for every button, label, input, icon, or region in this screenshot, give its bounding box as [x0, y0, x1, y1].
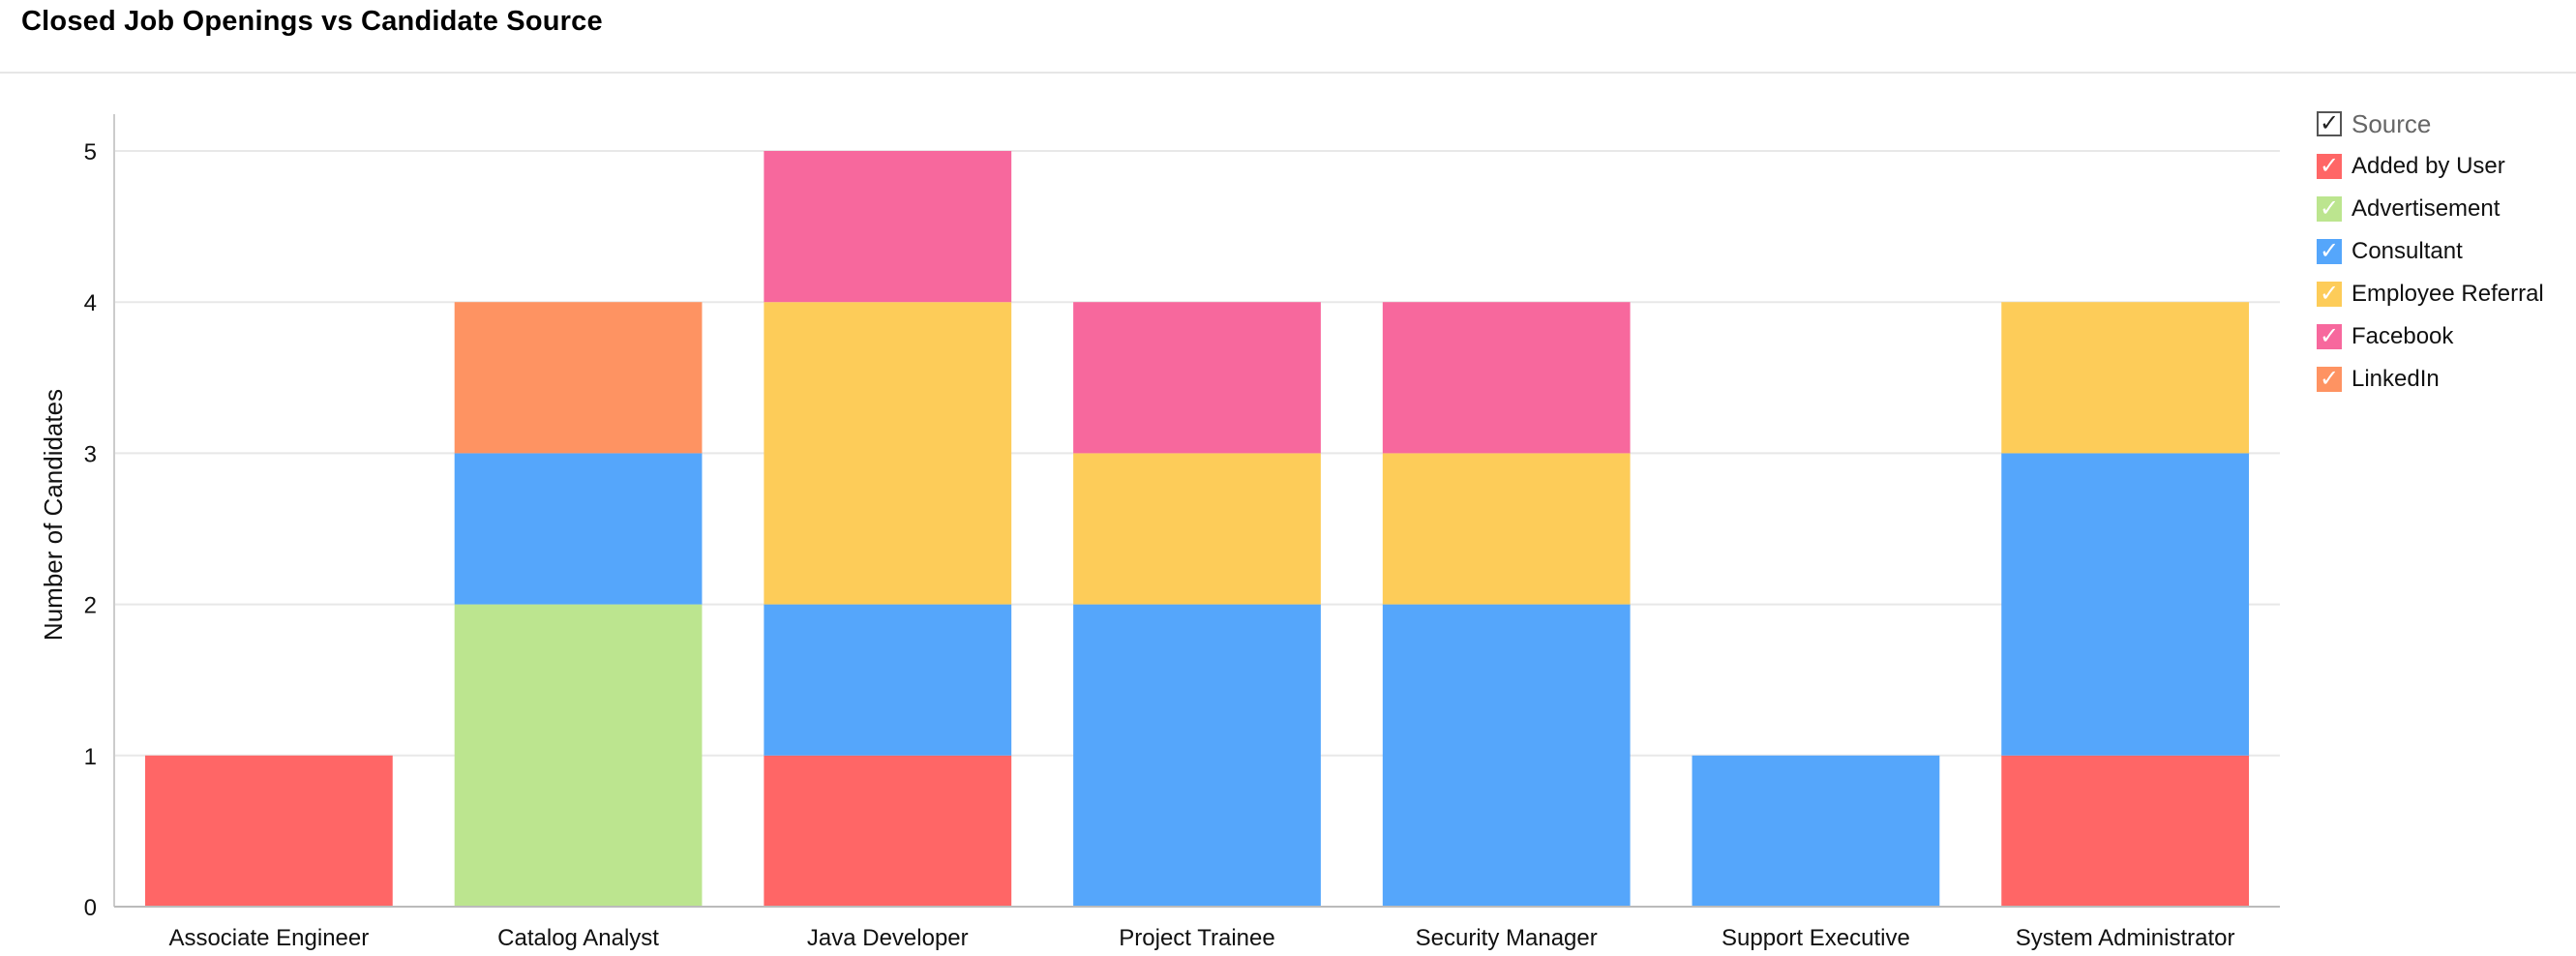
x-axis: Associate Engineer Catalog Analyst Java De…	[114, 906, 2280, 951]
x-tick-label: System Administrator	[2016, 925, 2235, 951]
report-header: Closed Job Openings vs Candidate Source	[0, 0, 2576, 74]
legend-item[interactable]: ✓ Consultant	[2317, 230, 2544, 273]
checkbox-icon[interactable]: ✓	[2317, 367, 2342, 392]
bar-segment[interactable]	[2001, 755, 2250, 907]
legend-label: Added by User	[2351, 153, 2505, 179]
y-tick-label: 3	[84, 441, 97, 467]
legend-title: Source	[2351, 108, 2432, 138]
legend-label: Employee Referral	[2351, 281, 2544, 307]
bar-segment[interactable]	[1382, 604, 1631, 907]
y-axis: 0 1 2 3 4 5	[84, 114, 115, 921]
bar-segment[interactable]	[764, 151, 1012, 303]
x-tick-label: Project Trainee	[1119, 925, 1274, 951]
bar-segment[interactable]	[1382, 302, 1631, 454]
y-tick-label: 0	[84, 895, 97, 921]
legend[interactable]: ✓ Source ✓ Added by User ✓ Advertisement ✓ Co…	[2317, 103, 2544, 401]
legend-label: LinkedIn	[2351, 366, 2440, 392]
bar-segment[interactable]	[2001, 302, 2250, 454]
legend-item[interactable]: ✓ Facebook	[2317, 315, 2544, 358]
y-tick-label: 2	[84, 593, 97, 619]
bar-segment[interactable]	[454, 604, 703, 907]
bar-segment[interactable]	[1073, 453, 1321, 605]
bar-segment[interactable]	[454, 453, 703, 605]
bar-segment[interactable]	[2001, 453, 2250, 756]
checkbox-icon[interactable]: ✓	[2317, 324, 2342, 349]
bar-segment[interactable]	[764, 604, 1012, 756]
x-tick-label: Support Executive	[1722, 925, 1910, 951]
bar-segment[interactable]	[764, 755, 1012, 907]
bars[interactable]	[144, 151, 2250, 907]
legend-header[interactable]: ✓ Source	[2317, 103, 2544, 145]
bar-segment[interactable]	[1073, 604, 1321, 907]
legend-item[interactable]: ✓ LinkedIn	[2317, 358, 2544, 401]
legend-item[interactable]: ✓ Advertisement	[2317, 188, 2544, 230]
legend-label: Advertisement	[2351, 195, 2501, 222]
legend-label: Consultant	[2351, 238, 2463, 264]
bar-segment[interactable]	[454, 302, 703, 454]
x-tick-label: Security Manager	[1416, 925, 1598, 951]
x-tick-label: Associate Engineer	[168, 925, 369, 951]
checkbox-icon[interactable]: ✓	[2317, 282, 2342, 307]
bar-segment[interactable]	[1073, 302, 1321, 454]
y-tick-label: 5	[84, 139, 97, 165]
y-tick-label: 4	[84, 290, 97, 316]
legend-item[interactable]: ✓ Employee Referral	[2317, 273, 2544, 315]
y-axis-label: Number of Candidates	[39, 389, 68, 641]
checkbox-icon[interactable]: ✓	[2317, 111, 2342, 136]
x-tick-label: Java Developer	[807, 925, 969, 951]
y-tick-label: 1	[84, 744, 97, 770]
x-tick-label: Catalog Analyst	[497, 925, 659, 951]
bar-segment[interactable]	[144, 755, 393, 907]
checkbox-icon[interactable]: ✓	[2317, 196, 2342, 222]
legend-label: Facebook	[2351, 323, 2454, 349]
checkbox-icon[interactable]: ✓	[2317, 239, 2342, 264]
bar-segment[interactable]	[764, 302, 1012, 605]
bar-segment[interactable]	[1382, 453, 1631, 605]
checkbox-icon[interactable]: ✓	[2317, 154, 2342, 179]
chart-title: Closed Job Openings vs Candidate Source	[21, 6, 603, 37]
legend-item[interactable]: ✓ Added by User	[2317, 145, 2544, 188]
bar-segment[interactable]	[1692, 755, 1940, 907]
